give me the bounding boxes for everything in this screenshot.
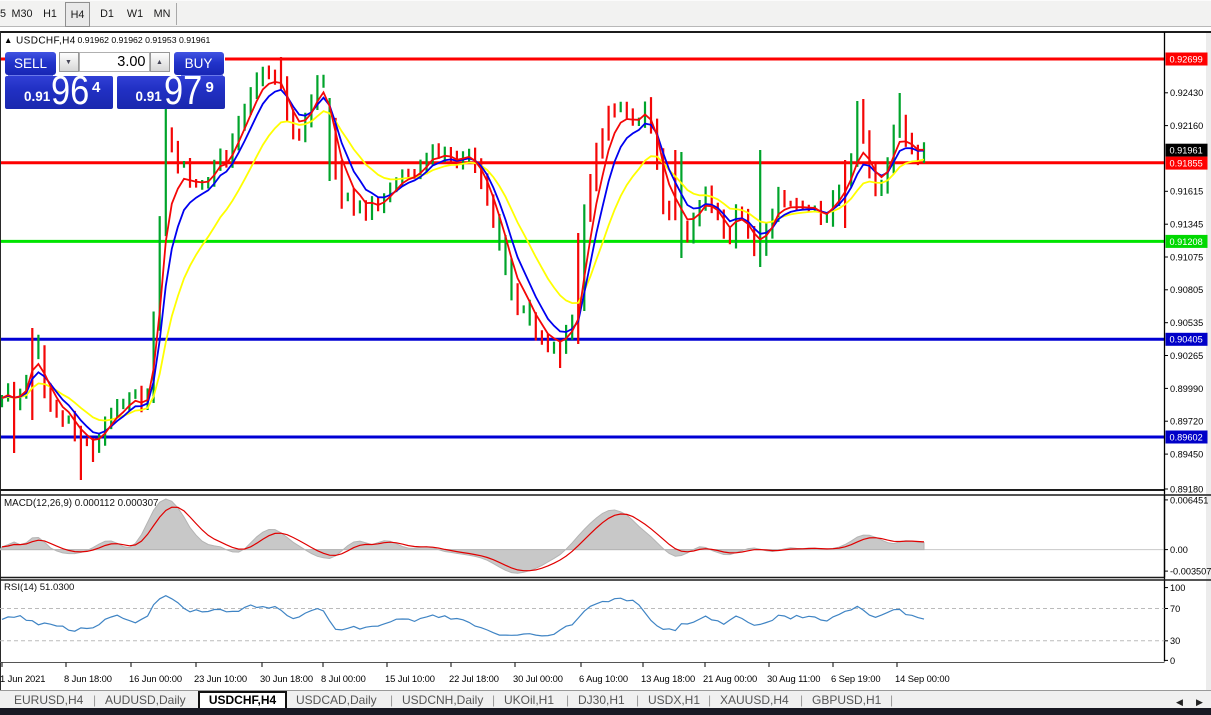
svg-text:16 Jun 00:00: 16 Jun 00:00 (129, 673, 182, 684)
svg-text:0.00: 0.00 (1170, 545, 1188, 555)
svg-text:100: 100 (1170, 583, 1185, 593)
svg-text:0.91075: 0.91075 (1170, 252, 1203, 262)
svg-text:30 Jul 00:00: 30 Jul 00:00 (513, 673, 563, 684)
svg-text:0.89180: 0.89180 (1170, 484, 1203, 494)
svg-text:22 Jul 18:00: 22 Jul 18:00 (449, 673, 499, 684)
svg-text:0.91855: 0.91855 (1170, 159, 1203, 169)
svg-text:30 Aug 11:00: 30 Aug 11:00 (767, 673, 820, 684)
svg-text:0.90405: 0.90405 (1170, 335, 1203, 345)
svg-text:0.90805: 0.90805 (1170, 285, 1203, 295)
svg-text:6 Sep 19:00: 6 Sep 19:00 (831, 673, 880, 684)
svg-text:0.91615: 0.91615 (1170, 187, 1203, 197)
svg-text:0.89720: 0.89720 (1170, 417, 1203, 427)
svg-text:0.90265: 0.90265 (1170, 351, 1203, 361)
svg-text:8 Jun 18:00: 8 Jun 18:00 (64, 673, 112, 684)
svg-text:0.89602: 0.89602 (1170, 432, 1203, 442)
svg-text:21 Aug 00:00: 21 Aug 00:00 (703, 673, 757, 684)
svg-text:30 Jun 18:00: 30 Jun 18:00 (260, 673, 313, 684)
svg-text:14 Sep 00:00: 14 Sep 00:00 (895, 673, 950, 684)
svg-text:0.92430: 0.92430 (1170, 88, 1203, 98)
svg-text:1 Jun 2021: 1 Jun 2021 (0, 673, 45, 684)
svg-text:0.92160: 0.92160 (1170, 121, 1203, 131)
svg-text:0.91962 0.91962 0.91953 0.9196: 0.91962 0.91962 0.91953 0.91961 (78, 35, 211, 45)
svg-text:15 Jul 10:00: 15 Jul 10:00 (385, 673, 435, 684)
svg-text:23 Jun 10:00: 23 Jun 10:00 (194, 673, 247, 684)
svg-text:0.89990: 0.89990 (1170, 384, 1203, 394)
svg-text:0.90535: 0.90535 (1170, 318, 1203, 328)
svg-text:0.89450: 0.89450 (1170, 450, 1203, 460)
svg-text:0.92699: 0.92699 (1170, 54, 1203, 64)
svg-text:0.91208: 0.91208 (1170, 237, 1203, 247)
svg-text:70: 70 (1170, 604, 1180, 614)
svg-text:RSI(14) 51.0300: RSI(14) 51.0300 (4, 582, 74, 593)
svg-text:-0.003507: -0.003507 (1170, 567, 1211, 577)
svg-text:▲: ▲ (4, 35, 12, 45)
svg-text:0.91345: 0.91345 (1170, 220, 1203, 230)
svg-text:0: 0 (1170, 656, 1175, 666)
svg-text:0.006451: 0.006451 (1170, 495, 1208, 505)
svg-text:6 Aug 10:00: 6 Aug 10:00 (579, 673, 628, 684)
svg-text:0.91961: 0.91961 (1170, 146, 1203, 156)
svg-text:MACD(12,26,9) 0.000112 0.00030: MACD(12,26,9) 0.000112 0.000307 (4, 498, 159, 509)
svg-text:13 Aug 18:00: 13 Aug 18:00 (641, 673, 695, 684)
svg-text:30: 30 (1170, 636, 1180, 646)
svg-text:8 Jul 00:00: 8 Jul 00:00 (321, 673, 366, 684)
svg-text:USDCHF,H4: USDCHF,H4 (16, 36, 76, 47)
